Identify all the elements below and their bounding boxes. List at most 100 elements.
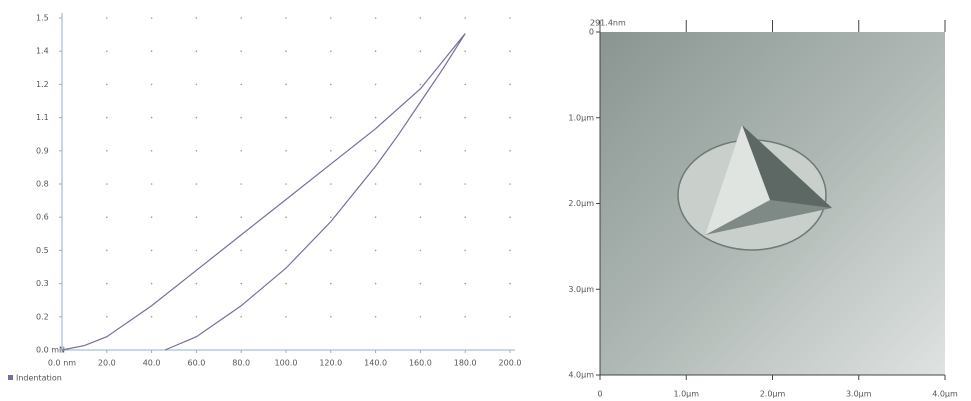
grid-dot xyxy=(285,282,287,285)
x-tick-label: 100.0 xyxy=(275,359,298,368)
grid-dot xyxy=(464,50,467,52)
grid-dot xyxy=(106,83,108,86)
grid-dot xyxy=(106,50,108,52)
y-tick-label: 1.0µm xyxy=(568,113,594,122)
grid-dot xyxy=(419,316,422,318)
grid-dot xyxy=(106,249,108,252)
curve xyxy=(61,33,466,351)
grid-dot xyxy=(195,183,198,185)
grid-dot xyxy=(330,17,332,19)
grid-dot xyxy=(509,116,511,119)
x-tick-label: 0 xyxy=(597,390,602,399)
image-title: 291.4nm xyxy=(590,19,626,28)
x-tick-label: 0.0 nm xyxy=(48,359,76,368)
grid-dot xyxy=(106,150,108,152)
x-tick-label: 40.0 xyxy=(143,359,161,368)
grid-dot xyxy=(106,183,108,185)
grid-dot xyxy=(330,83,332,86)
y-tick-label: 0.3 xyxy=(36,279,49,288)
grid-dot xyxy=(330,183,332,185)
y-tick-label: 0.0 mN xyxy=(36,346,65,355)
x-tick-label: 120.0 xyxy=(319,359,342,368)
grid-dot xyxy=(106,282,108,285)
grid-dot xyxy=(106,17,108,19)
grid-dot xyxy=(509,216,511,218)
x-tick-label: 60.0 xyxy=(187,359,205,368)
grid-dot xyxy=(419,150,422,152)
grid-dot xyxy=(195,116,198,119)
grid-dot xyxy=(195,282,198,285)
grid-dot xyxy=(464,316,467,318)
x-tick-label: 80.0 xyxy=(232,359,250,368)
grid-dot xyxy=(285,17,287,19)
grid-dot xyxy=(374,83,377,86)
y-tick-label: 1.4 xyxy=(36,47,49,56)
grid-dot xyxy=(464,17,467,19)
grid-dot xyxy=(374,183,377,185)
grid-dot xyxy=(509,249,511,252)
grid-dot xyxy=(464,249,467,252)
grid-dot xyxy=(330,50,332,52)
grid-dot xyxy=(464,216,467,218)
grid-dot xyxy=(509,282,511,285)
grid-dot xyxy=(330,150,332,152)
y-tick-label: 0.5 xyxy=(36,246,49,255)
grid-dot xyxy=(150,183,153,185)
grid-dot xyxy=(419,83,422,86)
grid-dot xyxy=(195,249,198,252)
x-tick-label: 20.0 xyxy=(98,359,116,368)
grid-dot xyxy=(285,316,287,318)
y-tick-label: 0.6 xyxy=(36,213,49,222)
grid-dot xyxy=(150,316,153,318)
grid-dot xyxy=(464,83,467,86)
grid-dot xyxy=(150,50,153,52)
grid-dot xyxy=(240,183,242,185)
grid-dot xyxy=(150,17,153,19)
grid-dot xyxy=(285,116,287,119)
grid-dot xyxy=(240,116,242,119)
grid-dot xyxy=(285,83,287,86)
grid-dot xyxy=(240,83,242,86)
grid-dot xyxy=(150,216,153,218)
grid-dot xyxy=(374,216,377,218)
y-tick-label: 0 xyxy=(589,28,594,37)
x-tick-label: 2.0µm xyxy=(760,390,786,399)
grid-dot xyxy=(195,316,198,318)
grid-dot xyxy=(240,17,242,19)
grid-dot xyxy=(240,282,242,285)
grid-dot xyxy=(285,183,287,185)
grid-dot xyxy=(509,183,511,185)
x-tick-label: 1.0µm xyxy=(673,390,699,399)
grid-dot xyxy=(195,50,198,52)
grid-dot xyxy=(150,83,153,86)
grid-dot xyxy=(195,150,198,152)
grid-dot xyxy=(464,150,467,152)
grid-dot xyxy=(509,50,511,52)
grid-dot xyxy=(419,116,422,119)
grid-dot xyxy=(240,249,242,252)
x-tick-label: 3.0µm xyxy=(846,390,872,399)
legend-swatch xyxy=(8,375,13,380)
y-tick-label: 0.2 xyxy=(36,312,49,321)
grid-dot xyxy=(150,116,153,119)
grid-dot xyxy=(195,83,198,86)
grid-dot xyxy=(195,216,198,218)
y-tick-label: 0.9 xyxy=(36,146,49,155)
y-tick-label: 2.0µm xyxy=(568,199,594,208)
y-tick-label: 1.5 xyxy=(36,14,49,23)
y-tick-label: 0.8 xyxy=(36,180,49,189)
grid-dot xyxy=(106,116,108,119)
grid-dot xyxy=(374,17,377,19)
grid-dot xyxy=(374,116,377,119)
y-tick-label: 4.0µm xyxy=(568,371,594,380)
grid-dot xyxy=(509,17,511,19)
grid-dot xyxy=(195,17,198,19)
grid-dot xyxy=(374,282,377,285)
grid-dot xyxy=(240,150,242,152)
grid-dot xyxy=(285,216,287,218)
grid-dot xyxy=(150,150,153,152)
y-tick-label: 1.1 xyxy=(36,113,49,122)
x-tick-label: 160.0 xyxy=(409,359,432,368)
grid-dot xyxy=(285,249,287,252)
